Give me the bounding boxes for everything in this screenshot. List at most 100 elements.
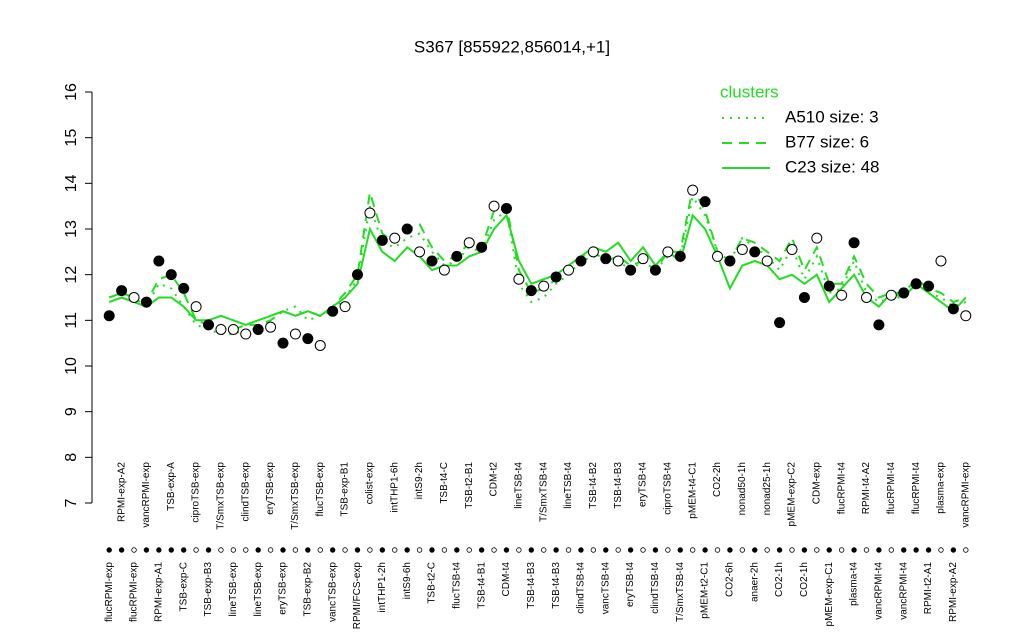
- sample-marker: [615, 547, 621, 553]
- sample-point: [438, 264, 450, 276]
- sample-point: [786, 244, 798, 256]
- x-tick-label: vancRPMI-exp: [960, 462, 971, 528]
- x-tick-label: T/SmxTSB-exp: [216, 462, 227, 530]
- sample-marker: [826, 547, 832, 553]
- sample-point: [500, 202, 512, 214]
- sample-marker: [963, 547, 969, 553]
- y-tick-label: 12: [63, 266, 80, 284]
- sample-marker: [168, 547, 174, 553]
- x-tick-label: flucTSB-exp: [315, 462, 326, 517]
- sample-marker: [280, 547, 286, 553]
- x-tick-label: eryTSB-t4: [638, 462, 649, 507]
- y-tick-label: 11: [63, 312, 80, 329]
- sample-point: [823, 280, 835, 292]
- x-tick-label: TSB-t4-B3: [613, 462, 624, 509]
- sample-point: [327, 305, 339, 317]
- sample-marker: [541, 547, 547, 553]
- y-tick-label: 8: [63, 453, 80, 462]
- sample-marker: [106, 547, 112, 553]
- x-tick-label: plasma-t4: [849, 562, 860, 606]
- x-tick-label: RPMI/FCS-exp: [352, 562, 363, 630]
- sample-point: [513, 273, 525, 285]
- sample-marker: [416, 547, 423, 553]
- sample-point: [426, 255, 438, 267]
- x-tick-label: CDM-exp: [811, 462, 822, 505]
- sample-point: [103, 310, 115, 322]
- x-tick-label: pMEM-exp-C2: [787, 462, 798, 527]
- sample-marker: [180, 547, 187, 553]
- x-tick-label: nonad25-1h: [762, 462, 773, 515]
- y-tick-label: 15: [63, 129, 80, 147]
- sample-point: [662, 246, 674, 258]
- sample-marker: [665, 547, 671, 553]
- x-tick-label: CDM-t4: [501, 562, 512, 597]
- x-tick-label: TSB-exp-C: [178, 562, 189, 611]
- sample-marker: [950, 547, 957, 553]
- x-tick-label: pMEM-t2-C1: [700, 562, 711, 619]
- sample-marker: [379, 547, 386, 553]
- cluster-line: [108, 184, 967, 331]
- sample-marker: [603, 547, 609, 553]
- sample-point: [587, 246, 599, 258]
- sample-marker: [205, 547, 212, 553]
- x-tick-label: TSB-t4-B1: [476, 562, 487, 609]
- sample-marker: [478, 547, 485, 553]
- sample-point: [960, 310, 972, 322]
- sample-point: [525, 285, 537, 297]
- sample-point: [873, 319, 885, 331]
- sample-marker: [429, 547, 435, 553]
- x-tick-label: CO2-6h: [725, 562, 736, 597]
- sample-point: [836, 289, 848, 301]
- sample-point: [153, 255, 165, 267]
- x-tick-label: intS9-6h: [402, 562, 413, 599]
- sample-marker: [789, 547, 795, 553]
- sample-point: [476, 241, 488, 253]
- y-tick-label: 13: [63, 220, 80, 238]
- sample-marker: [342, 547, 348, 553]
- sample-marker: [466, 547, 472, 553]
- x-tick-label: TSB-t4-B3: [551, 562, 562, 609]
- sample-point: [625, 264, 637, 276]
- x-tick-label: vancRPMI-t4: [874, 562, 885, 620]
- x-tick-label: ciproTSB-t4: [662, 462, 673, 515]
- x-tick-label: nonad50-1h: [737, 462, 748, 515]
- x-tick-label: T/SmxTSB-t4: [538, 462, 549, 522]
- sample-point: [351, 269, 363, 281]
- x-tick-label: CO2-2h: [712, 462, 723, 497]
- sample-point: [761, 255, 773, 267]
- sample-marker: [752, 547, 758, 553]
- sample-marker: [193, 547, 199, 553]
- x-tick-label: lineTSB-exp: [253, 562, 264, 617]
- x-tick-label: eryTSB-t4: [625, 562, 636, 607]
- sample-marker: [267, 547, 274, 553]
- sample-point: [612, 255, 624, 267]
- sample-marker: [838, 547, 845, 553]
- sample-point: [389, 232, 401, 244]
- sample-point: [538, 280, 550, 292]
- x-tick-label: flucRPMI-t4: [886, 462, 897, 515]
- sample-point: [885, 289, 897, 301]
- sample-marker: [764, 547, 770, 553]
- sample-marker: [627, 547, 634, 553]
- sample-point: [116, 285, 128, 297]
- sample-point: [302, 333, 314, 345]
- sample-point: [265, 321, 277, 333]
- sample-marker: [503, 547, 510, 553]
- x-tick-label: TSB-t4-B2: [588, 462, 599, 509]
- sample-marker: [516, 547, 522, 553]
- sample-point: [140, 296, 152, 308]
- legend-title: clusters: [720, 82, 779, 101]
- legend-label: C23 size: 48: [785, 157, 880, 176]
- sample-point: [488, 200, 500, 212]
- x-tick-label: flucRPMI-exp: [129, 562, 140, 622]
- sample-marker: [143, 547, 150, 553]
- sample-point: [190, 301, 202, 313]
- x-tick-label: intS9-2h: [414, 462, 425, 499]
- x-tick-label: intTHP1-6h: [389, 462, 400, 513]
- x-tick-label: CDM-t2: [489, 462, 500, 497]
- sample-marker: [863, 547, 870, 553]
- x-tick-label: lineTSB-t4: [563, 462, 574, 509]
- sample-marker: [230, 547, 237, 553]
- sample-point: [699, 196, 711, 208]
